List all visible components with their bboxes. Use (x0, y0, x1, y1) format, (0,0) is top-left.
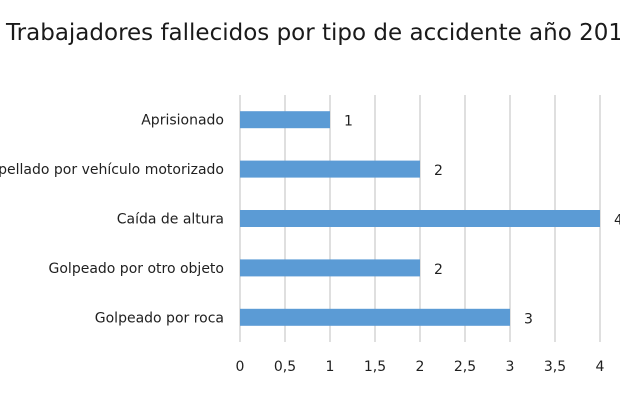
bar-0 (240, 111, 330, 129)
category-label-2: Caída de altura (117, 212, 224, 228)
data-label-4: 3 (524, 311, 533, 327)
chart-title: Trabajadores fallecidos por tipo de acci… (6, 20, 620, 46)
category-label-0: Aprisionado (141, 113, 224, 129)
x-tick-label-1: 0,5 (274, 359, 296, 375)
bar-2 (240, 210, 600, 227)
data-label-2: 4 (614, 213, 620, 229)
category-label-3: Golpeado por otro objeto (49, 261, 224, 277)
x-tick-label-6: 3 (506, 359, 515, 375)
x-tick-label-8: 4 (596, 359, 605, 375)
x-tick-label-7: 3,5 (544, 359, 566, 375)
x-tick-labels: 0 0,5 1 1,5 2 2,5 3 3,5 4 (236, 359, 605, 375)
category-label-4: Golpeado por roca (95, 310, 224, 326)
category-labels: Aprisionado Atropellado por vehículo moto… (0, 113, 224, 327)
x-tick-label-2: 1 (326, 359, 335, 375)
x-tick-label-5: 2,5 (454, 359, 476, 375)
bar-1 (240, 160, 420, 178)
data-label-1: 2 (434, 163, 443, 179)
data-labels: 1 2 4 2 3 (344, 114, 620, 328)
x-tick-label-0: 0 (236, 359, 245, 375)
bars (240, 111, 600, 326)
x-tick-label-3: 1,5 (364, 359, 386, 375)
x-tick-label-4: 2 (416, 359, 425, 375)
data-label-3: 2 (434, 262, 443, 278)
bar-4 (240, 308, 510, 326)
category-label-1: Atropellado por vehículo motorizado (0, 162, 224, 178)
bar-3 (240, 259, 420, 277)
data-label-0: 1 (344, 114, 353, 130)
